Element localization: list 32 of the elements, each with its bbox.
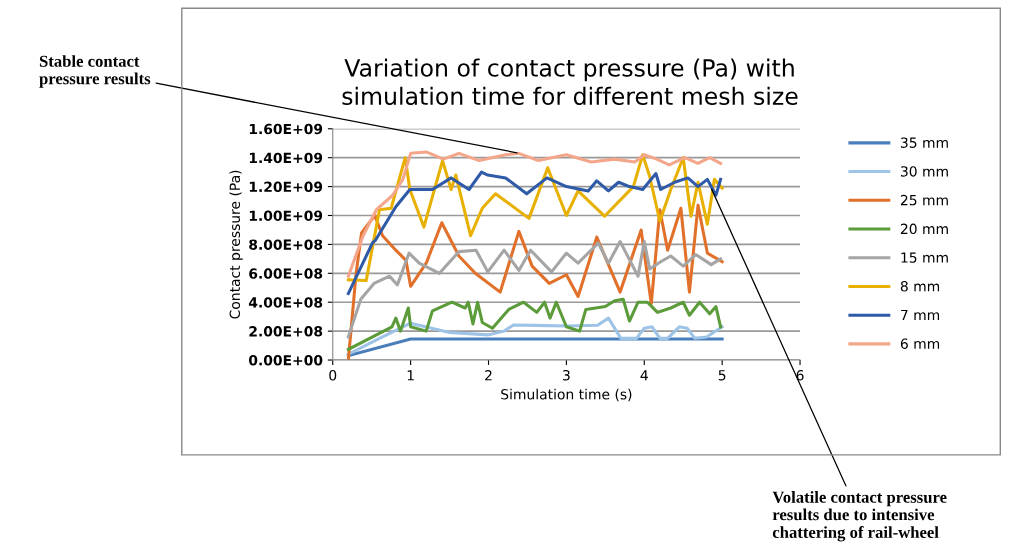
y-tick-label: 8.00E+08 xyxy=(249,239,323,250)
legend-label: 20 mm xyxy=(900,223,948,235)
legend-label: 8 mm xyxy=(900,281,940,292)
line-series xyxy=(346,297,723,351)
y-tick-label: 4.00E+08 xyxy=(248,297,323,308)
legend-label: 15 mm xyxy=(901,252,948,263)
y-tick-label: 6.00E+08 xyxy=(249,268,323,279)
legend-label: 35 mm xyxy=(900,137,948,148)
y-axis-title: Contact pressure (Pa) xyxy=(229,170,243,319)
x-axis-title: Simulation time (s) xyxy=(501,388,632,402)
x-tick-label: 3 xyxy=(563,370,570,381)
x-tick-label: 4 xyxy=(640,370,648,381)
y-tick-label: 1.20E+09 xyxy=(249,181,323,193)
legend-label: 7 mm xyxy=(901,309,940,321)
y-tick-label: 1.00E+09 xyxy=(249,210,323,221)
x-tick-label: 1 xyxy=(407,370,414,381)
y-tick-label: 2.00E+08 xyxy=(249,326,323,337)
annotation: Stable contact pressure results xyxy=(39,55,151,88)
y-tick-label: 0.00E+00 xyxy=(248,355,323,366)
legend-label: 6 mm xyxy=(900,338,940,349)
legend-label: 25 mm xyxy=(900,194,948,206)
x-tick-label: 2 xyxy=(485,370,492,381)
annotation: Volatile contact pressure results due to intensive chattering of rail-wheel xyxy=(772,491,947,542)
y-tick-label: 1.40E+09 xyxy=(249,152,323,164)
line-series xyxy=(346,316,724,356)
x-tick-label: 5 xyxy=(718,370,726,381)
legend-label: 30 mm xyxy=(900,166,948,177)
x-tick-label: 6 xyxy=(796,370,804,381)
x-tick-label: 0 xyxy=(329,370,337,381)
y-tick-label: 1.60E+09 xyxy=(249,123,323,135)
chart-title: Variation of contact pressure (Pa) with simulation time for different mesh size xyxy=(342,58,798,106)
line-series xyxy=(346,170,723,296)
